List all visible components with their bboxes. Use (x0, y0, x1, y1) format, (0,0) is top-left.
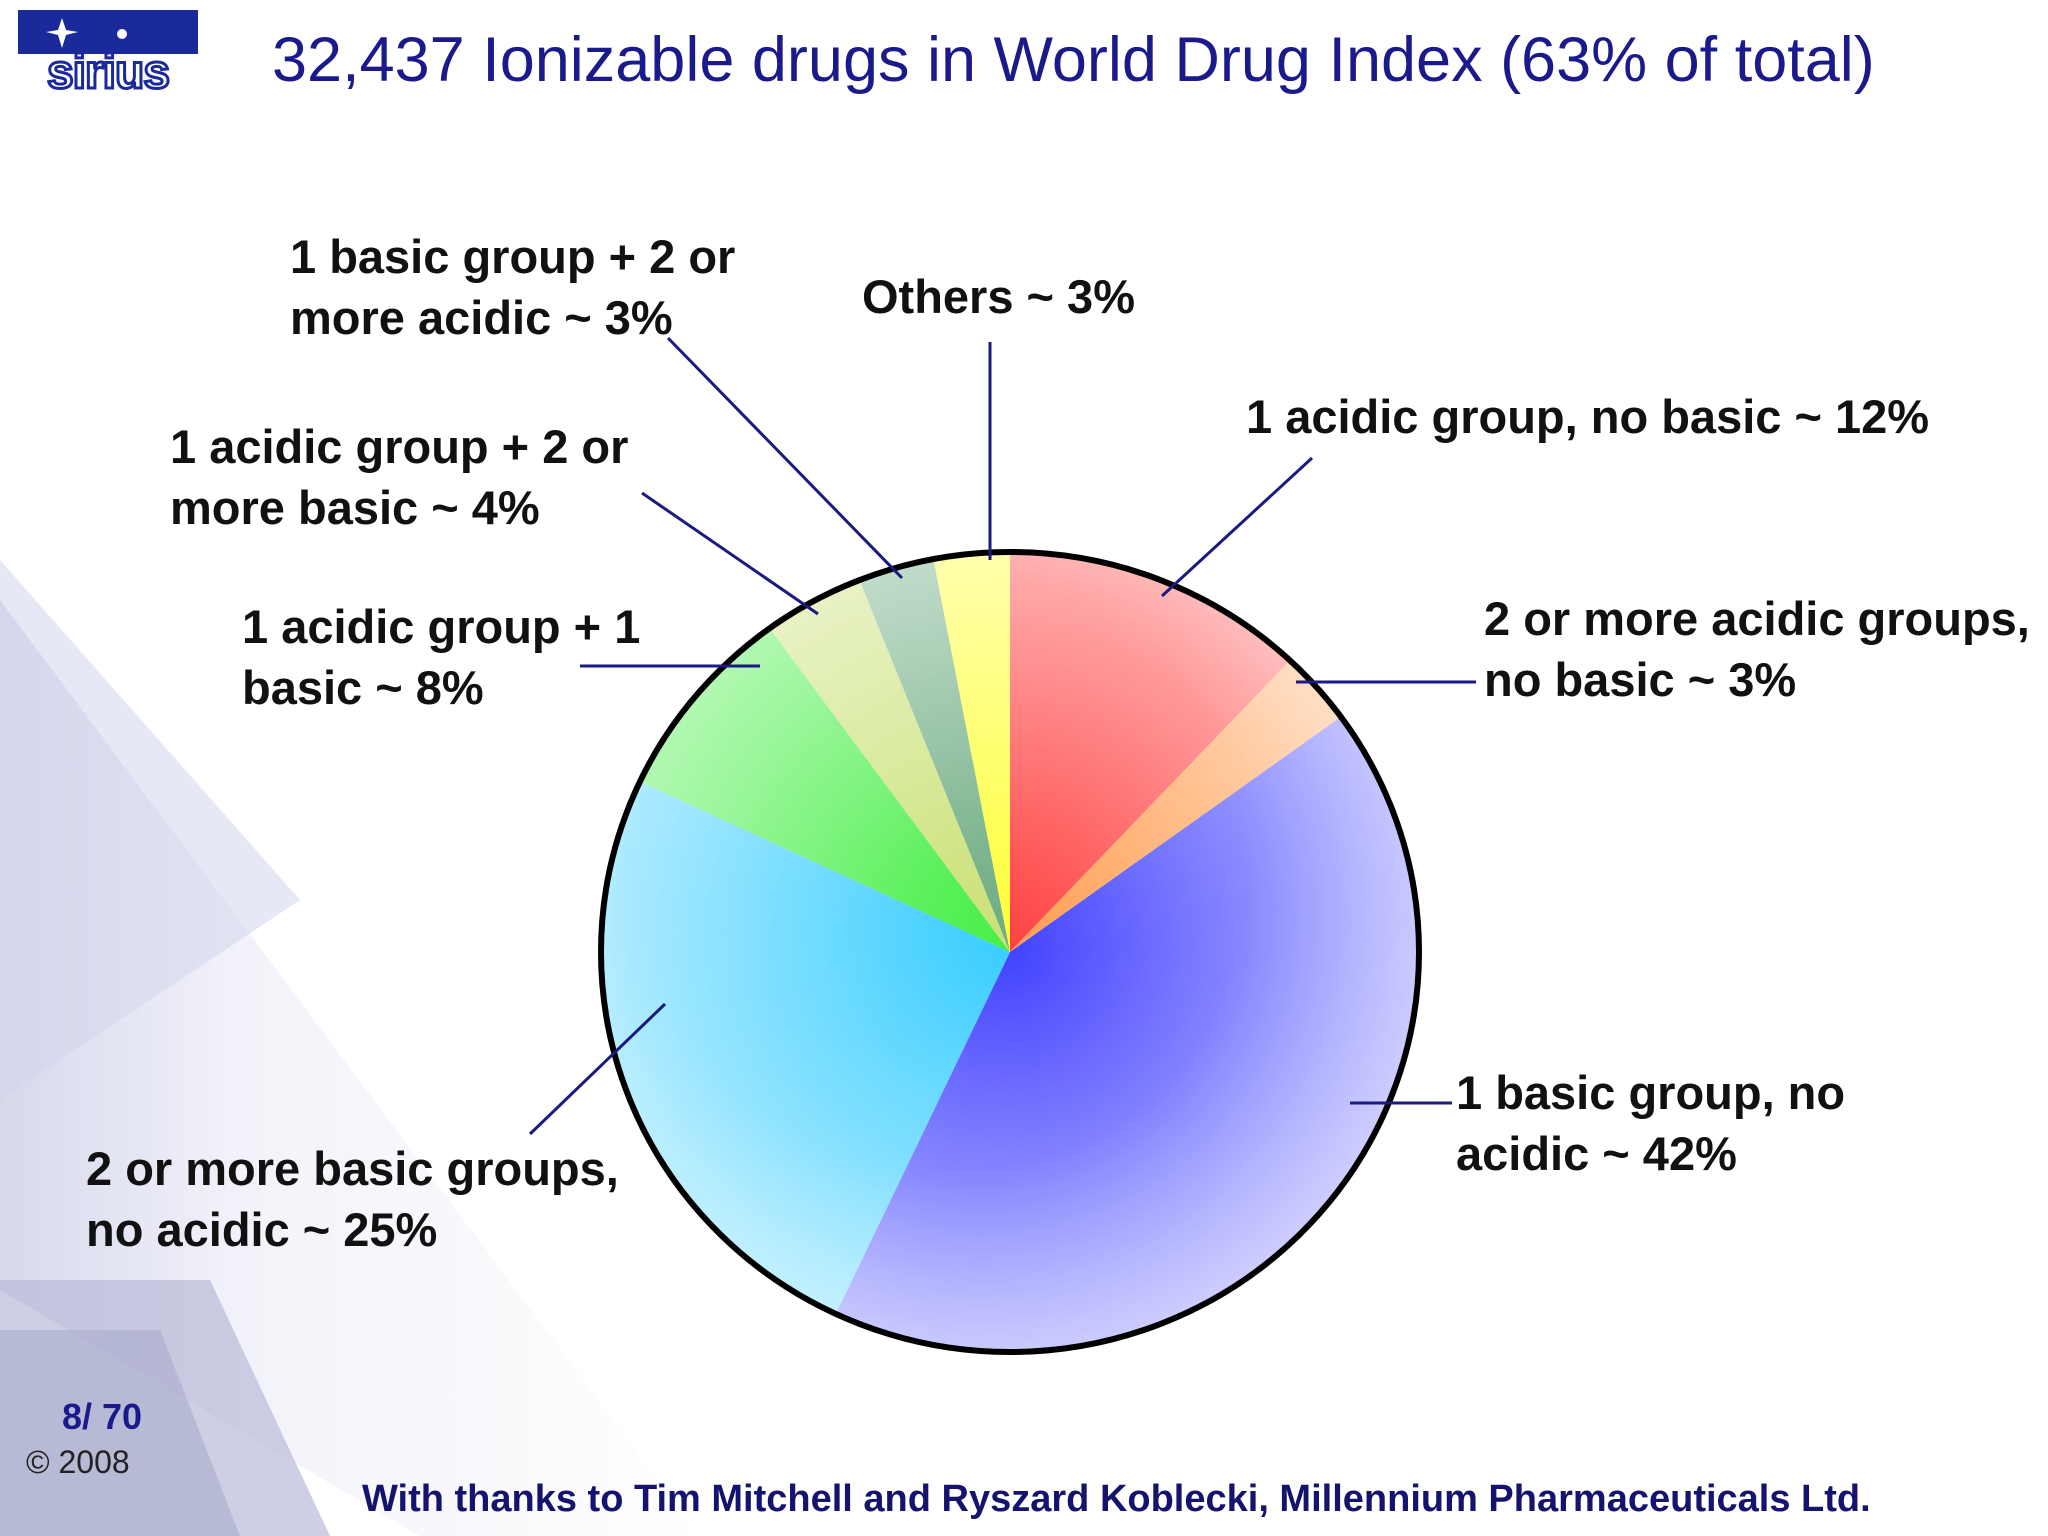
label-1-acidic-no-basic: 1 acidic group, no basic ~ 12% (1246, 386, 1929, 447)
pie-shading (603, 554, 1417, 1350)
label-1-basic-no-acidic: 1 basic group, no acidic ~ 42% (1456, 1062, 1926, 1184)
sirius-logo: sirius (12, 8, 204, 101)
leader-line (1160, 456, 1314, 598)
leader-line (641, 491, 819, 616)
label-text: 2 or more basic groups, no acidic ~ 25% (86, 1142, 619, 1256)
label-text: 1 basic group + 2 or more acidic ~ 3% (290, 230, 736, 344)
label-text: 1 acidic group, no basic ~ 12% (1246, 390, 1930, 443)
label-text: Others ~ 3% (862, 270, 1135, 323)
label-text: 1 acidic group + 2 or more basic ~ 4% (170, 420, 629, 534)
label-others: Others ~ 3% (862, 266, 1135, 327)
star-icon (46, 18, 78, 48)
pie-outline (598, 549, 1422, 1355)
label-2-acidic-no-basic: 2 or more acidic groups, no basic ~ 3% (1484, 588, 2044, 710)
label-1-acidic-2-basic: 1 acidic group + 2 or more basic ~ 4% (170, 416, 690, 538)
label-text: 1 acidic group + 1 basic ~ 8% (242, 600, 641, 714)
leader-line (528, 1002, 667, 1136)
copyright: © 2008 (26, 1444, 130, 1480)
label-1-basic-2-acidic: 1 basic group + 2 or more acidic ~ 3% (290, 226, 810, 348)
logo-graphic: sirius (18, 10, 198, 101)
slide-title: 32,437 Ionizable drugs in World Drug Ind… (272, 25, 1875, 95)
slide-number: 8/ 70 (62, 1396, 143, 1437)
dot-icon (117, 29, 127, 39)
credits: With thanks to Tim Mitchell and Ryszard … (362, 1478, 1871, 1520)
label-text: 2 or more acidic groups, no basic ~ 3% (1484, 592, 2030, 706)
leader-line (666, 336, 904, 580)
label-1-acidic-1-basic: 1 acidic group + 1 basic ~ 8% (242, 596, 662, 718)
logo-wordmark: sirius (47, 46, 169, 96)
label-text: 1 basic group, no acidic ~ 42% (1456, 1066, 1846, 1180)
label-2-basic-no-acidic: 2 or more basic groups, no acidic ~ 25% (86, 1138, 686, 1260)
